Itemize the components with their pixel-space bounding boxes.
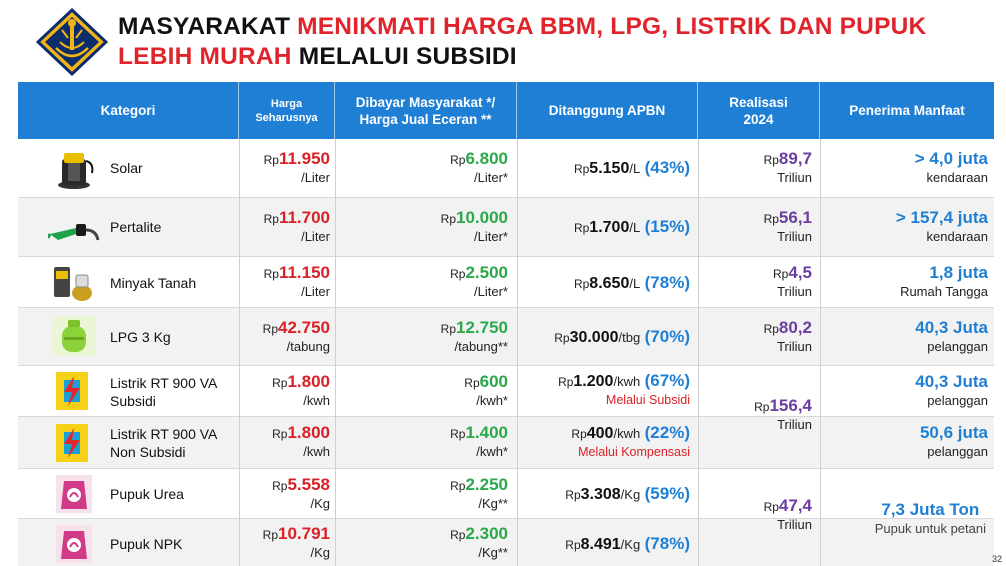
apbn-value: Rp8.491/Kg (78%)	[565, 534, 690, 553]
table-row: Minyak Tanah Rp11.150/Liter Rp2.500/Lite…	[18, 257, 994, 308]
header-realisasi: Realisasi 2024	[698, 82, 820, 139]
table-header: Kategori Harga Seharusnya Dibayar Masyar…	[18, 82, 994, 139]
harga-value: Rp10.791/Kg	[262, 524, 330, 560]
table-row: Listrik RT 900 VA Subsidi Rp1.800/kwh Rp6…	[18, 366, 994, 417]
penerima-value: 50,6 juta pelanggan	[919, 423, 988, 459]
harga-value: Rp11.150/Liter	[263, 263, 330, 299]
harga-value: Rp1.800/kwh	[272, 372, 330, 408]
realisasi-value: Rp56,1 Triliun	[763, 208, 812, 244]
bayar-value: Rp1.400/kwh*	[450, 423, 508, 459]
header-harga: Harga Seharusnya	[239, 82, 335, 139]
bayar-value: Rp600/kwh*	[464, 372, 508, 408]
column-divider	[335, 139, 336, 566]
realisasi-value: Rp89,7 Triliun	[763, 149, 812, 185]
kategori-label: Pupuk Urea	[110, 486, 184, 502]
pupuk-penerima-value: 7,3 Juta Ton Pupuk untuk petani	[874, 500, 986, 536]
apbn-value: Rp400/kwh (22%) Melalui Kompensasi	[571, 423, 690, 459]
penerima-value: 1,8 juta Rumah Tangga	[900, 263, 988, 299]
kategori-label: Solar	[110, 160, 143, 176]
table-row: Listrik RT 900 VA Non Subsidi Rp1.800/kwh…	[18, 417, 994, 469]
harga-value: Rp1.800/kwh	[272, 423, 330, 459]
kategori-label: Listrik RT 900 VA Subsidi	[110, 375, 218, 409]
page-title: MASYARAKAT MENIKMATI HARGA BBM, LPG, LIS…	[118, 13, 927, 70]
header-ditanggung: Ditanggung APBN	[517, 82, 698, 139]
header-kategori: Kategori	[18, 82, 239, 139]
penerima-value: > 157,4 juta kendaraan	[895, 208, 988, 244]
header-penerima: Penerima Manfaat	[849, 103, 965, 118]
kategori-label: Minyak Tanah	[110, 275, 197, 291]
harga-value: Rp11.700/Liter	[263, 208, 330, 244]
penerima-value: 40,3 Juta pelanggan	[915, 318, 988, 354]
harga-value: Rp42.750/tabung	[262, 318, 330, 354]
solar-pump-icon	[58, 153, 94, 189]
listrik-realisasi-value: Rp156,4 Triliun	[754, 396, 812, 432]
fertilizer-bag-icon	[56, 475, 92, 513]
kerosene-pump-icon	[54, 267, 92, 301]
apbn-value: Rp5.150/L (43%)	[573, 158, 690, 177]
realisasi-value: Rp4,5 Triliun	[773, 263, 812, 299]
apbn-value: Rp1.700/L (15%)	[573, 217, 690, 236]
apbn-value: Rp1.200/kwh (67%) Melalui Subsidi	[558, 371, 690, 407]
table-row: LPG 3 Kg Rp42.750/tabung Rp12.750/tabung…	[18, 308, 994, 366]
pertalite-nozzle-icon	[48, 224, 100, 241]
kategori-label: Listrik RT 900 VA Non Subsidi	[110, 426, 218, 460]
pupuk-realisasi-value: Rp47,4 Triliun	[763, 496, 812, 532]
table-row: Solar Rp11.950/Liter Rp6.800/Liter* Rp5.…	[18, 139, 994, 198]
kategori-label: LPG 3 Kg	[110, 329, 171, 345]
bayar-value: Rp6.800/Liter*	[450, 149, 508, 185]
bayar-value: Rp10.000/Liter*	[440, 208, 508, 244]
harga-value: Rp11.950/Liter	[263, 149, 330, 185]
apbn-value: Rp8.650/L (78%)	[573, 273, 690, 292]
pln-lightning-icon	[56, 372, 88, 410]
bayar-value: Rp2.250/Kg**	[450, 475, 508, 511]
column-divider	[517, 139, 518, 566]
page-number: 32	[991, 554, 1002, 564]
pln-lightning-icon	[56, 424, 88, 462]
harga-value: Rp5.558/Kg	[272, 475, 330, 511]
apbn-value: Rp30.000/tbg (70%)	[554, 327, 690, 346]
realisasi-value: Rp80,2 Triliun	[763, 318, 812, 354]
bayar-value: Rp2.300/Kg**	[450, 524, 508, 560]
bayar-value: Rp2.500/Liter*	[450, 263, 508, 299]
kategori-label: Pertalite	[110, 219, 162, 235]
apbn-value: Rp3.308/Kg (59%)	[565, 484, 690, 503]
column-divider	[698, 139, 699, 566]
kategori-label: Pupuk NPK	[110, 536, 183, 552]
table-row: Pupuk Urea Rp5.558/Kg Rp2.250/Kg** Rp3.3…	[18, 469, 994, 519]
bayar-value: Rp12.750/tabung**	[440, 318, 508, 354]
header-dibayar: Dibayar Masyarakat */ Harga Jual Eceran …	[335, 82, 517, 139]
table-row: Pupuk NPK Rp10.791/Kg Rp2.300/Kg** Rp8.4…	[18, 519, 994, 566]
penerima-value: 40,3 Juta pelanggan	[915, 372, 988, 408]
penerima-value: > 4,0 juta kendaraan	[914, 149, 988, 185]
slide-header: MASYARAKAT MENIKMATI HARGA BBM, LPG, LIS…	[0, 0, 1006, 80]
lpg-cylinder-icon	[52, 316, 96, 356]
table-row: Pertalite Rp11.700/Liter Rp10.000/Liter*…	[18, 198, 994, 257]
column-divider	[820, 139, 821, 566]
fertilizer-bag-icon	[56, 525, 92, 563]
kemenkeu-logo-icon	[36, 8, 108, 76]
column-divider	[239, 139, 240, 566]
